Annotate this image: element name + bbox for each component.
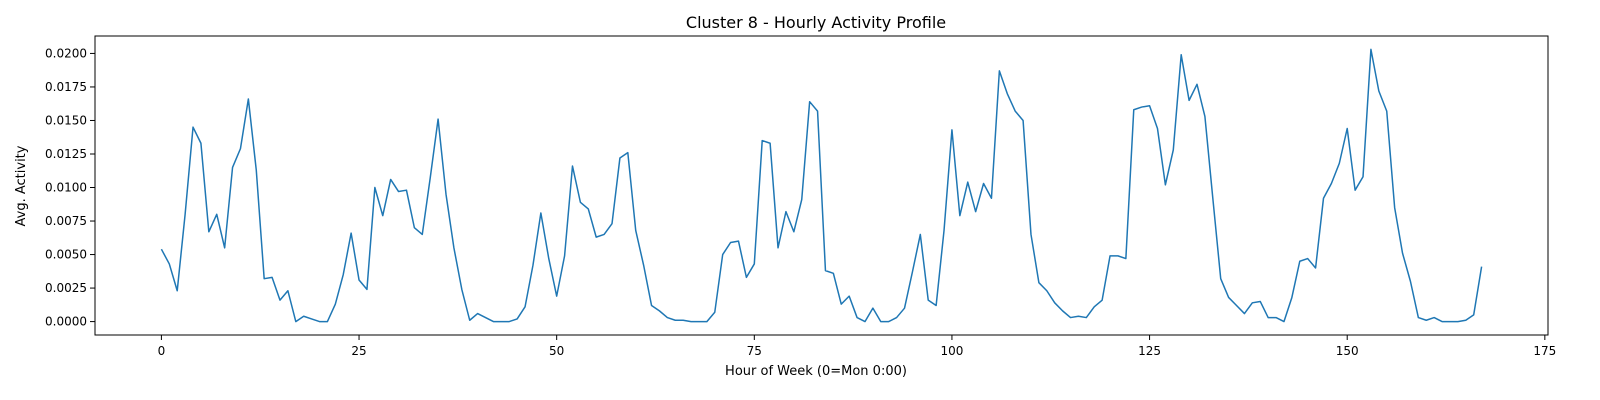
y-tick-label: 0.0175: [45, 80, 87, 94]
y-axis: 0.0000 0.0025 0.0050 0.0075 0.0100 0.0125 0.01…: [45, 46, 95, 329]
x-tick-label: 125: [1138, 344, 1161, 358]
x-tick-label: 50: [549, 344, 564, 358]
x-tick-label: 25: [351, 344, 366, 358]
y-tick-label: 0.0000: [45, 315, 87, 329]
x-tick-label: 150: [1336, 344, 1359, 358]
y-tick-label: 0.0200: [45, 46, 87, 60]
x-tick-label: 75: [747, 344, 762, 358]
x-tick-label: 0: [158, 344, 166, 358]
y-tick-label: 0.0125: [45, 147, 87, 161]
y-tick-label: 0.0025: [45, 281, 87, 295]
y-tick-label: 0.0075: [45, 214, 87, 228]
plot-area: [160, 48, 1483, 323]
y-tick-label: 0.0150: [45, 113, 87, 127]
series-line: [160, 48, 1483, 323]
y-tick-label: 0.0050: [45, 248, 87, 262]
x-tick-label: 100: [940, 344, 963, 358]
chart-title: Cluster 8 - Hourly Activity Profile: [686, 13, 946, 32]
x-axis-label: Hour of Week (0=Mon 0:00): [725, 364, 907, 379]
plot-frame: [94, 35, 1549, 336]
y-tick-label: 0.0100: [45, 181, 87, 195]
x-tick-label: 175: [1533, 344, 1556, 358]
x-axis: 0 25 50 75 100 125 150 175: [158, 335, 1556, 358]
y-axis-label: Avg. Activity: [14, 145, 29, 226]
